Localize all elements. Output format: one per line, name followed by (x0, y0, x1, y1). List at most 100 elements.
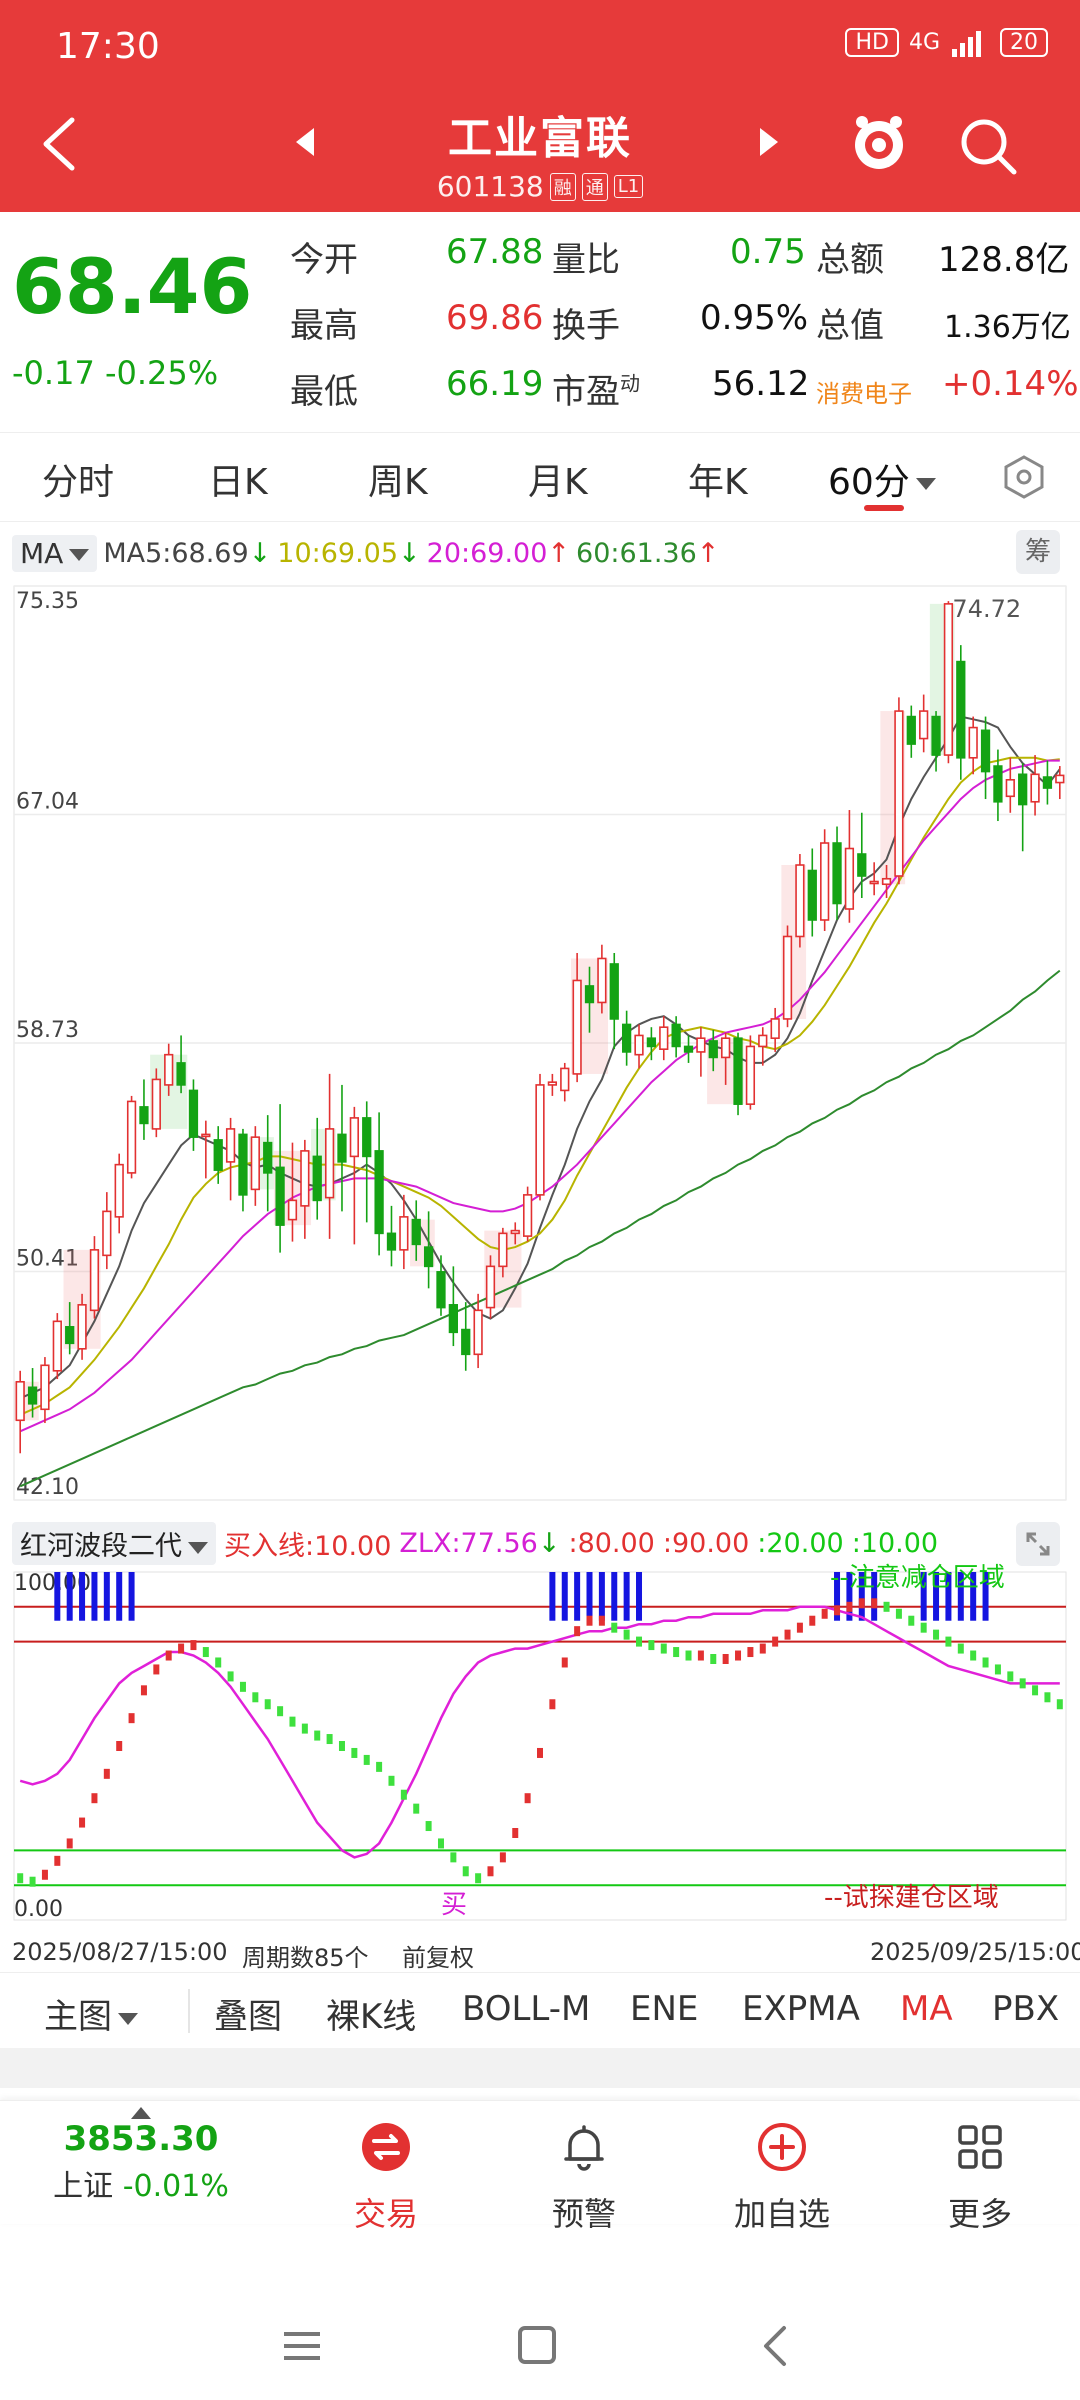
zlx-point (1019, 1678, 1026, 1689)
signal-bar (574, 1572, 581, 1621)
section-divider (0, 2048, 1080, 2088)
tab-main-chart[interactable]: 主图 (44, 1989, 138, 2038)
high-value: 69.86 (446, 298, 544, 338)
alert-button[interactable]: 预警 (524, 2119, 644, 2235)
candle-body (609, 963, 619, 1020)
menu-icon[interactable] (284, 2332, 320, 2360)
y-tick-label: 42.10 (16, 1475, 79, 1500)
signal-bar (970, 1572, 977, 1621)
candle-body (423, 1246, 434, 1268)
indicator-chart[interactable]: 100.00 0.00 --注意减仓区域 --试探建仓区域 买 (0, 1562, 1080, 1934)
candle-body (411, 1218, 421, 1246)
mascot-icon[interactable] (848, 112, 910, 174)
tab-ene[interactable]: ENE (630, 1989, 699, 2029)
expand-icon[interactable] (1016, 1522, 1060, 1566)
zlx-point (611, 1622, 618, 1633)
amount-value: 128.8亿 (938, 240, 1070, 280)
level-20: :20.00 (757, 1528, 844, 1559)
candle-body (683, 1045, 694, 1053)
candle-body (176, 1062, 186, 1086)
indicator-selector[interactable]: 红河波段二代 (12, 1522, 216, 1565)
zlx-point (623, 1629, 630, 1640)
y-tick-label: 67.04 (16, 790, 79, 815)
zlx-point (227, 1671, 234, 1682)
signal-bar (66, 1572, 73, 1621)
zlx-point (462, 1866, 469, 1877)
tab-ma[interactable]: MA (900, 1989, 953, 2029)
open-label: 今开 (290, 240, 358, 280)
candle-body (881, 877, 892, 886)
zlx-point (91, 1793, 98, 1804)
tab-boll-m[interactable]: BOLL-M (462, 1989, 591, 2029)
next-stock-button[interactable] (760, 128, 778, 156)
tab-expma[interactable]: EXPMA (742, 1989, 860, 2029)
tab-overlay[interactable]: 叠图 (214, 1997, 282, 2037)
zlx-point (1032, 1685, 1039, 1696)
zlx-point (314, 1730, 321, 1741)
high-price-label: 74.72 (952, 595, 1021, 623)
divider (188, 1989, 190, 2033)
zlx-point (66, 1838, 73, 1849)
candle-body (634, 1034, 644, 1056)
search-icon[interactable] (956, 114, 1020, 178)
zlx-point (834, 1605, 841, 1616)
signal-bar (103, 1572, 110, 1621)
trade-button[interactable]: 交易 (326, 2119, 446, 2235)
signal-bar (636, 1572, 643, 1621)
turnover-label: 换手 (552, 306, 620, 346)
tab-naked-k[interactable]: 裸K线 (326, 1997, 417, 2037)
low-label: 最低 (290, 372, 358, 412)
chip-distribution-button[interactable]: 筹 (1016, 530, 1060, 574)
zlx-point (54, 1855, 61, 1866)
add-watchlist-button[interactable]: 加自选 (722, 2119, 842, 2235)
candle-body (89, 1249, 100, 1312)
candle-body (201, 1133, 211, 1138)
zlx-point (351, 1747, 358, 1758)
back-nav-icon[interactable] (764, 2326, 786, 2366)
candlestick-chart[interactable]: 75.35 67.04 58.73 50.41 42.10 74.72 (0, 578, 1080, 1518)
settings-hexagon-icon[interactable] (1000, 453, 1048, 501)
ma-selector[interactable]: MA (12, 534, 98, 572)
signal-bar (586, 1572, 593, 1621)
signal-bar (945, 1572, 952, 1621)
back-button[interactable] (36, 112, 84, 176)
candle-body (832, 842, 842, 905)
sector-link[interactable]: 消费电子 (816, 380, 912, 408)
signal-bar (846, 1572, 853, 1621)
tab-daily[interactable]: 日K (208, 462, 268, 503)
more-button[interactable]: 更多 (920, 2119, 1040, 2235)
zlx-point (29, 1876, 36, 1887)
tab-weekly[interactable]: 周K (368, 462, 428, 503)
zlx-point (970, 1650, 977, 1661)
zlx-point (895, 1608, 902, 1619)
tab-intraday[interactable]: 分时 (42, 462, 115, 503)
index-quote[interactable]: 3853.30 上证 -0.01% (46, 2107, 236, 2205)
zlx-point (994, 1664, 1001, 1675)
candle-body (102, 1210, 112, 1257)
change-value: -0.17 (12, 354, 95, 392)
candle-body (1055, 774, 1065, 784)
zlx-point (116, 1741, 123, 1751)
candle-body (1042, 776, 1053, 789)
zlx-point (883, 1601, 890, 1612)
prev-stock-button[interactable] (296, 128, 314, 156)
index-line: 上证 -0.01% (53, 2169, 229, 2204)
home-icon[interactable] (518, 2326, 556, 2364)
buy-line-value: 买入线:10.00 (224, 1531, 392, 1562)
candle-body (40, 1364, 50, 1411)
zlx-point (264, 1699, 271, 1710)
level-80: :80.00 (568, 1528, 655, 1559)
tab-pbx[interactable]: PBX (992, 1989, 1060, 2029)
candle-body (461, 1328, 471, 1356)
market-cap-label: 总值 (816, 306, 884, 346)
indicator-line (19, 1605, 1060, 1859)
battery-icon: 20 (1000, 28, 1048, 57)
tab-monthly[interactable]: 月K (528, 462, 588, 503)
zlx-point (252, 1692, 259, 1703)
adjust-mode: 前复权 (402, 1944, 474, 1972)
tab-yearly[interactable]: 年K (688, 462, 748, 503)
plus-circle-icon (758, 2123, 806, 2171)
zlx-point (710, 1654, 717, 1664)
tab-60min[interactable]: 60分 (828, 453, 936, 505)
